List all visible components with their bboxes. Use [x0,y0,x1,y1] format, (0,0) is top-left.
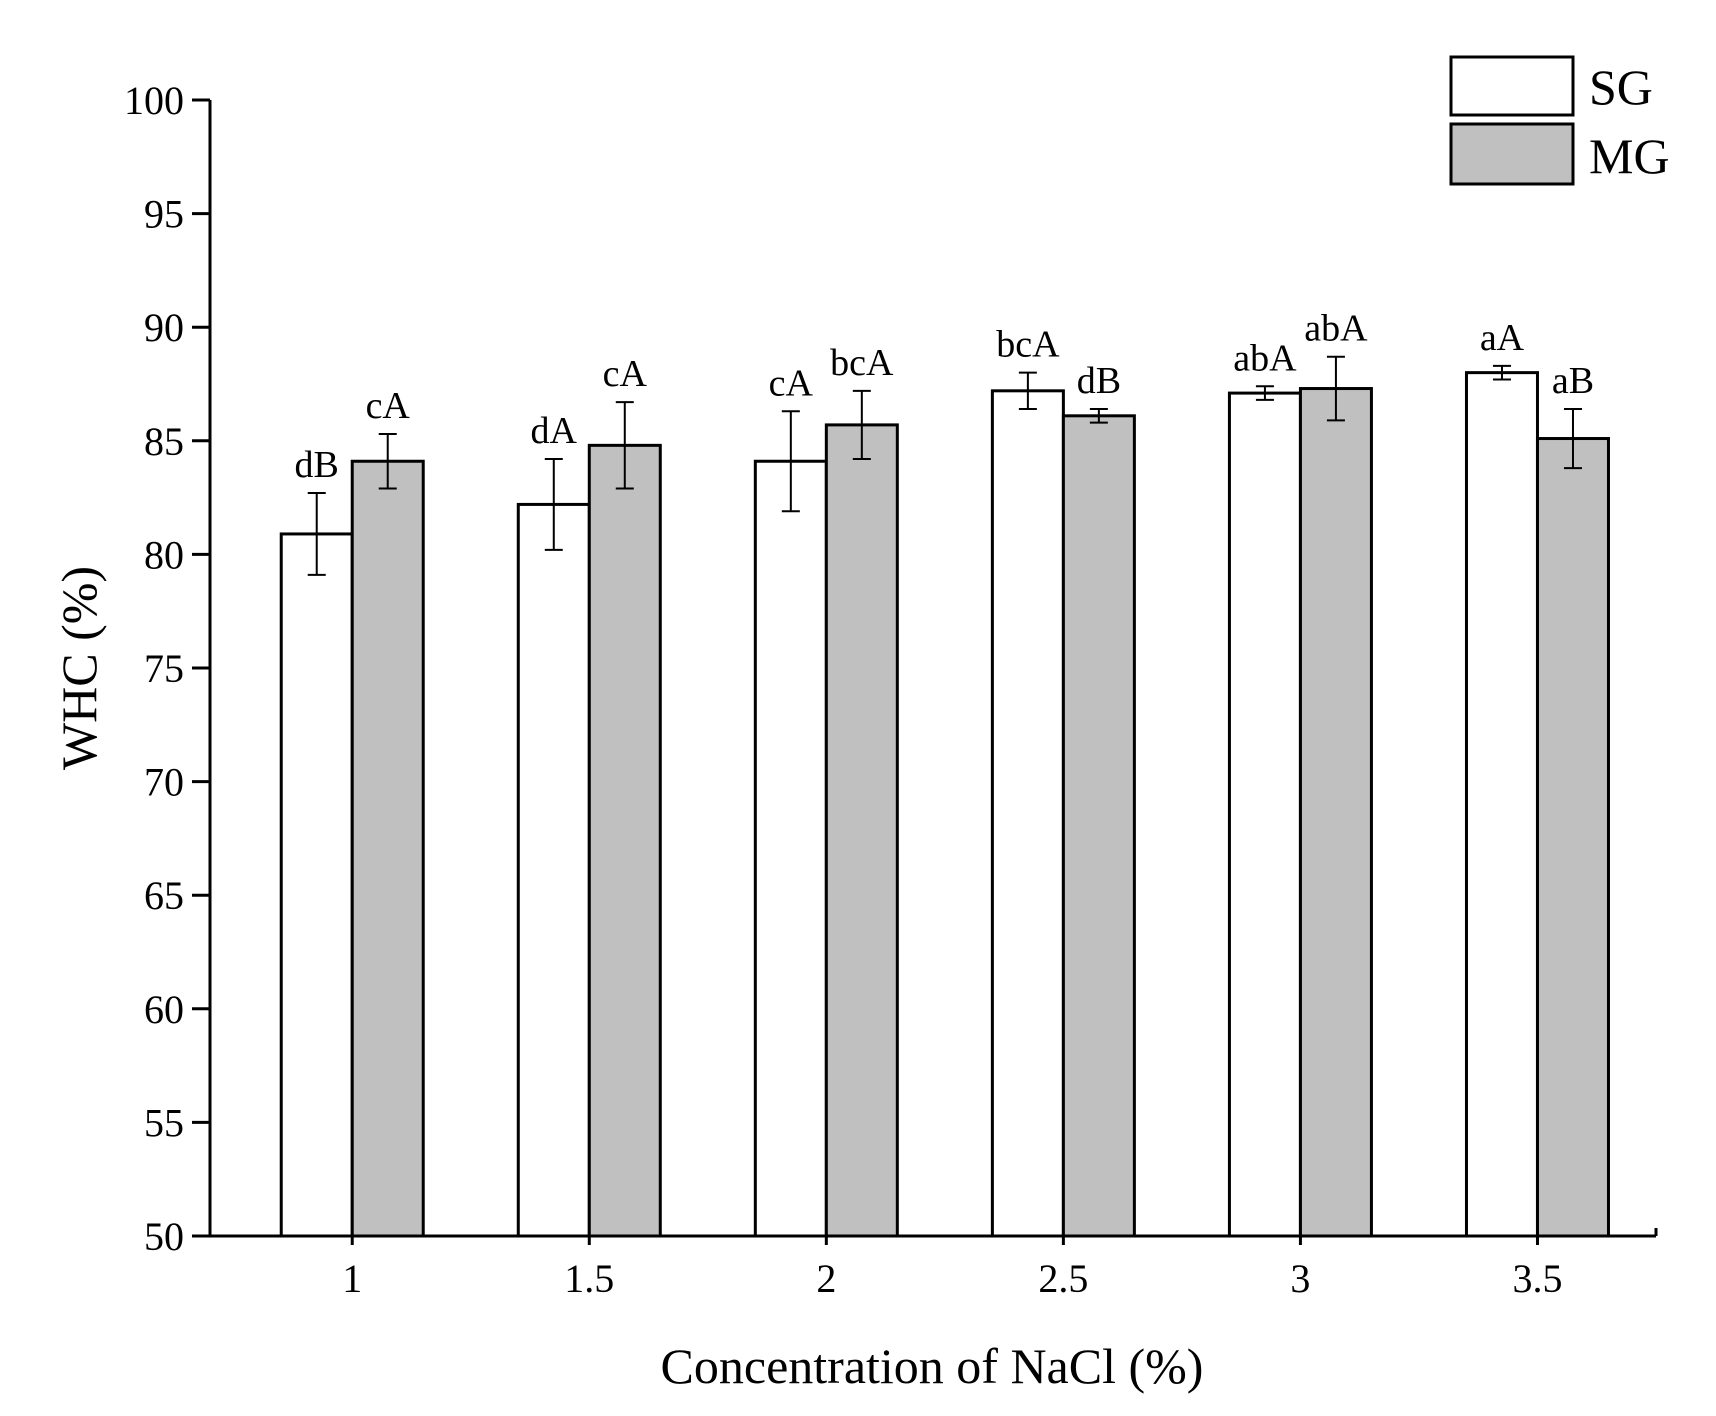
x-tick-label-1-5: 1.5 [564,1256,614,1301]
error-bar-mg-3 [1326,355,1345,422]
error-bars-layer [307,355,1582,576]
bar-mg-2 [824,423,899,1238]
y-tick-label-75: 75 [144,646,184,691]
sig-label-mg-2-5: dB [1077,360,1121,402]
x-tick-label-2: 2 [816,1256,836,1301]
error-bar-sg-2 [781,410,800,513]
y-ticks: 50 55 60 65 70 75 80 85 90 95 100 [124,78,210,1259]
error-bar-mg-3-5 [1563,407,1582,470]
legend-label-mg: MG [1589,128,1670,184]
bar-mg-3-5 [1535,437,1610,1238]
sig-label-mg-3-5: aB [1552,360,1594,402]
sig-label-mg-2: bcA [830,342,894,384]
legend-label-sg: SG [1589,59,1653,115]
y-tick-label-85: 85 [144,419,184,464]
bar-sg-2-5 [990,389,1065,1238]
sig-label-mg-1-5: cA [603,353,648,395]
y-tick-label-50: 50 [144,1214,184,1259]
y-tick-label-60: 60 [144,987,184,1032]
sig-label-sg-3: abA [1233,337,1297,379]
x-axis-title: Concentration of NaCl (%) [661,1338,1204,1394]
sig-label-sg-1: dB [295,444,339,486]
x-tick-label-3: 3 [1290,1256,1310,1301]
bar-mg-1 [350,459,425,1238]
bar-sg-1-5 [516,502,591,1238]
error-bar-sg-3-5 [1492,364,1511,381]
bar-mg-2-5 [1061,414,1136,1238]
sig-label-sg-1-5: dA [531,410,578,452]
y-tick-label-55: 55 [144,1100,184,1145]
error-bar-mg-2 [852,389,871,460]
x-tick-label-1: 1 [342,1256,362,1301]
y-tick-label-90: 90 [144,305,184,350]
error-bar-sg-1 [307,492,326,576]
bar-sg-2 [753,459,828,1238]
bars-layer [279,371,1610,1238]
y-tick-label-95: 95 [144,192,184,237]
bar-mg-1-5 [587,443,662,1238]
error-bar-sg-1-5 [544,457,563,551]
y-tick-label-100: 100 [124,78,184,123]
x-ticks: 1 1.5 2 2.5 3 3.5 [342,1236,1562,1301]
sig-label-mg-3: abA [1304,308,1368,350]
error-bar-sg-3 [1255,385,1274,401]
bar-sg-3 [1227,391,1302,1238]
y-tick-label-80: 80 [144,532,184,577]
x-tick-label-2-5: 2.5 [1038,1256,1088,1301]
sig-label-sg-2-5: bcA [996,324,1060,366]
error-bar-sg-2-5 [1018,371,1037,410]
error-bar-mg-2-5 [1089,407,1108,424]
x-tick-label-3-5: 3.5 [1512,1256,1562,1301]
y-axis-title: WHC (%) [51,566,107,770]
legend-swatch-sg [1449,55,1575,117]
bar-sg-3-5 [1464,371,1539,1238]
legend-swatch-mg [1449,122,1575,186]
sig-label-mg-1: cA [366,385,411,427]
error-bar-mg-1-5 [615,401,634,490]
bar-sg-1 [279,532,354,1238]
error-bar-mg-1 [378,432,397,490]
sig-label-sg-3-5: aA [1480,317,1525,359]
y-tick-label-70: 70 [144,760,184,805]
y-tick-label-65: 65 [144,873,184,918]
legend: SG MG [1449,55,1670,186]
bar-mg-3 [1298,387,1373,1238]
sig-label-sg-2: cA [769,362,814,404]
